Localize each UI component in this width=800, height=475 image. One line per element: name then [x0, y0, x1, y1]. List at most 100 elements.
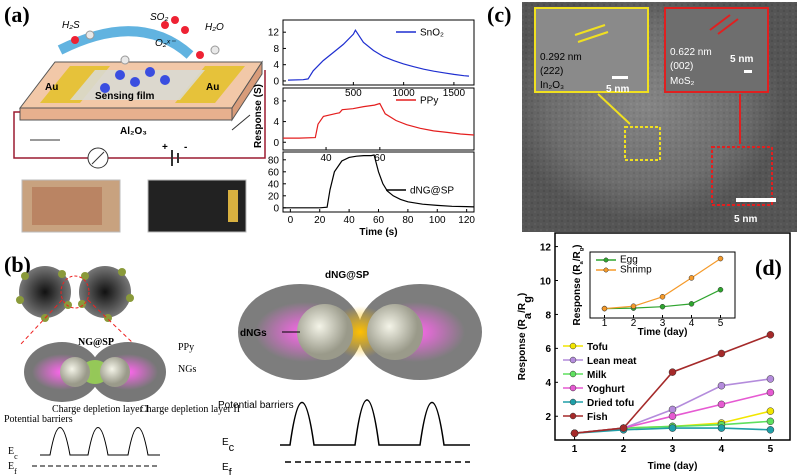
shape — [19, 299, 63, 346]
data-point — [659, 303, 666, 310]
shape — [81, 272, 89, 280]
shape — [21, 272, 29, 280]
shape — [196, 51, 204, 59]
shape — [736, 198, 776, 202]
diagram-label: H₂O — [205, 22, 224, 33]
diagram-label: + — [162, 142, 168, 153]
x-tick-label: 60 — [374, 153, 386, 164]
shape — [297, 304, 353, 360]
x-tick-label: 20 — [314, 215, 326, 226]
shape — [664, 7, 769, 93]
tem-label: MoS₂ — [670, 76, 695, 87]
y-axis-label-part: /R — [572, 250, 583, 261]
diagram-label: Au — [45, 82, 58, 93]
tem-label: 0.622 nm — [670, 47, 712, 58]
shape — [181, 26, 189, 34]
tem-label: 0.292 nm — [540, 52, 582, 63]
data-point — [766, 375, 775, 383]
panel-label: (c) — [487, 2, 511, 27]
y-tick-label: 60 — [268, 167, 280, 178]
y-tick-label: 4 — [545, 378, 551, 389]
y-axis-label-part: /R — [517, 302, 528, 313]
data-point — [668, 368, 677, 376]
legend-label: SnO₂ — [420, 28, 444, 39]
diagram-label: - — [184, 142, 187, 153]
data-point — [717, 424, 726, 432]
y-tick-label: 2 — [545, 412, 551, 423]
shape — [624, 126, 661, 161]
panel-label: (a) — [4, 2, 30, 27]
shape — [100, 357, 130, 387]
data-point — [766, 388, 775, 397]
shape — [91, 151, 105, 165]
diagram-label: H₂S — [62, 20, 80, 31]
x-tick-label: 1500 — [443, 88, 466, 99]
legend-marker — [569, 384, 577, 392]
shape — [104, 314, 112, 322]
shape — [280, 399, 470, 446]
legend-label: Lean meat — [587, 356, 637, 367]
data-point — [717, 255, 724, 262]
diagram-label: O₂ˣ⁻ — [155, 38, 176, 49]
shape — [32, 187, 102, 225]
y-tick-label: 12 — [540, 242, 552, 253]
data-point — [619, 424, 628, 432]
shape — [115, 70, 125, 80]
label-part: f — [14, 467, 17, 475]
shape — [231, 114, 251, 131]
x-tick-label: 3 — [660, 318, 666, 329]
diagram-label: Potential barriers — [218, 400, 294, 411]
series-line — [283, 154, 475, 209]
y-tick-label: 8 — [273, 96, 279, 107]
diagram-label: NG@SP — [78, 337, 114, 348]
sensor-diagram: H₂S SO₂ O₂ˣ⁻ H₂O Au Au Sensing film Al₂O… — [13, 12, 266, 233]
y-axis-label-part: Response (R — [517, 318, 528, 380]
x-tick-label: 2 — [621, 444, 627, 455]
shape — [577, 31, 609, 43]
plot-frame — [282, 87, 475, 151]
shape — [118, 268, 126, 276]
data-point — [766, 407, 775, 415]
shape — [367, 304, 423, 360]
legend-label: Egg — [620, 254, 638, 265]
y-tick-label: 20 — [268, 191, 280, 202]
label-part: E — [222, 437, 229, 448]
data-point — [659, 294, 666, 300]
legend-marker — [569, 412, 577, 420]
data-point — [717, 381, 726, 390]
legend-marker — [603, 267, 609, 273]
y-axis-label-part: Response (R — [572, 264, 583, 326]
shape — [78, 300, 86, 308]
tem-label: 5 nm — [606, 84, 629, 95]
x-tick-label: 2 — [631, 318, 637, 329]
shape — [160, 75, 170, 85]
series-line — [283, 102, 475, 139]
shape — [228, 190, 238, 222]
y-tick-label: 0 — [273, 76, 279, 87]
x-tick-label: 60 — [373, 215, 385, 226]
legend-label: Dried tofu — [587, 398, 634, 409]
shape — [60, 275, 90, 309]
series-line — [287, 29, 470, 81]
legend-label: Shrimp — [620, 264, 652, 275]
tem-label: 5 nm — [730, 54, 753, 65]
shape — [40, 427, 160, 456]
y-axis-label-part: g — [579, 247, 585, 251]
y-tick-label: 10 — [540, 276, 552, 287]
y-tick-label: 80 — [268, 155, 280, 166]
label-part: c — [229, 442, 235, 454]
x-axis-label: Time (day) — [648, 461, 698, 472]
x-tick-label: 40 — [320, 153, 332, 164]
label-part: E — [8, 446, 14, 457]
scale-bar-label: 5 nm — [734, 214, 757, 225]
shape — [612, 76, 628, 79]
shape — [175, 66, 245, 103]
shape — [171, 16, 179, 24]
x-tick-label: 1 — [572, 444, 578, 455]
legend-label: PPy — [420, 96, 438, 107]
tem-image: 0.292 nm (222) In₂O₃ 5 nm 0.622 nm (002)… — [522, 2, 797, 232]
shape — [87, 299, 136, 346]
shape — [13, 70, 266, 159]
shape — [16, 296, 24, 304]
